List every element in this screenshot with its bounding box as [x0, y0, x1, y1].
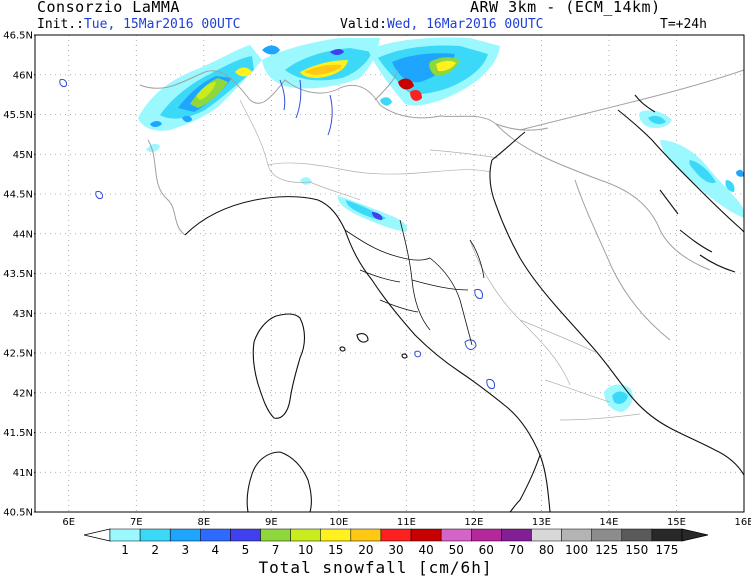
colorbar-swatch	[651, 528, 683, 542]
lat-tick-label: 40.5N	[3, 508, 33, 519]
colorbar-swatch	[471, 528, 502, 542]
lon-tick-label: 7E	[130, 517, 143, 528]
colorbar-under-arrow	[83, 528, 111, 542]
colorbar-level-label: 4	[212, 543, 220, 557]
colorbar-level-label: 70	[509, 543, 524, 557]
lon-tick-label: 16E	[734, 517, 751, 528]
lat-tick-label: 42.5N	[3, 349, 33, 360]
colorbar-level-label: 20	[358, 543, 373, 557]
snowfall-alps-west	[138, 45, 262, 153]
snowfall-abruzzo	[182, 115, 633, 412]
lat-tick-label: 44N	[13, 229, 33, 240]
snowfall-croatia	[639, 110, 744, 218]
lat-tick-label: 43.5N	[3, 269, 33, 280]
colorbar-swatch	[260, 528, 291, 542]
colorbar-level-label: 1	[121, 543, 129, 557]
colorbar-swatch	[440, 528, 472, 542]
lat-tick-label: 45N	[13, 150, 33, 161]
graticule	[35, 35, 744, 512]
colorbar-swatch	[561, 528, 592, 542]
colorbar-swatch	[621, 528, 653, 542]
colorbar-labels: 1 2 3 4 5 7 10 15 20 30 40 50 60 70 80 100 125 150 175	[121, 543, 678, 557]
regional-borders	[239, 99, 641, 421]
colorbar-swatch	[230, 528, 261, 542]
lat-tick-label: 41N	[13, 468, 33, 479]
colorbar-swatch	[410, 528, 442, 542]
map-frame	[34, 34, 745, 513]
lon-tick-label: 10E	[329, 517, 348, 528]
snowfall-alps-east	[368, 37, 500, 106]
colorbar-swatch	[531, 528, 562, 542]
colorbar-level-label: 150	[625, 543, 648, 557]
longitude-labels: 6E 7E 8E 9E 10E 11E 12E 13E 14E 15E 16E	[62, 517, 751, 528]
colorbar-swatch	[501, 528, 532, 542]
colorbar-swatch	[350, 528, 382, 542]
snowfall-apennines-north	[300, 177, 408, 232]
colorbar-swatch	[109, 528, 141, 542]
colorbar-swatch	[380, 528, 412, 542]
colorbar-title: Total snowfall [cm/6h]	[258, 558, 493, 577]
colorbar-level-label: 10	[298, 543, 313, 557]
colorbar-over-arrow	[681, 528, 709, 542]
lon-tick-label: 12E	[464, 517, 483, 528]
lon-tick-label: 13E	[532, 517, 551, 528]
colorbar-swatch	[139, 528, 171, 542]
colorbar-level-label: 60	[479, 543, 494, 557]
init-label: Init.:	[37, 17, 84, 32]
lat-tick-label: 46N	[13, 70, 33, 81]
country-borders	[139, 69, 744, 341]
lon-tick-label: 15E	[667, 517, 686, 528]
colorbar-swatch	[169, 528, 201, 542]
lat-tick-label: 45.5N	[3, 110, 33, 121]
lat-tick-label: 41.5N	[3, 428, 33, 439]
colorbar-level-label: 2	[151, 543, 159, 557]
valid-info: Valid:Wed, 16Mar2016 00UTC	[340, 17, 544, 32]
center-title: Consorzio LaMMA	[37, 0, 180, 16]
colorbar-level-label: 3	[181, 543, 189, 557]
init-value: Tue, 15Mar2016 00UTC	[83, 17, 241, 32]
latitude-labels: 46.5N 46N 45.5N 45N 44.5N 44N 43.5N 43N 42.5N 42N…	[3, 31, 35, 519]
lat-tick-label: 42N	[13, 388, 33, 399]
valid-value: Wed, 16Mar2016 00UTC	[386, 17, 544, 32]
colorbar-level-label: 125	[595, 543, 618, 557]
snowfall-alps-central	[235, 38, 380, 89]
lat-tick-label: 46.5N	[3, 31, 33, 42]
colorbar-level-label: 5	[242, 543, 250, 557]
colorbar-swatch	[290, 528, 321, 542]
lon-tick-label: 8E	[197, 517, 210, 528]
valid-label: Valid:	[340, 17, 387, 32]
province-borders	[344, 219, 485, 346]
lat-tick-label: 44.5N	[3, 190, 33, 201]
colorbar-level-label: 100	[565, 543, 588, 557]
lon-tick-label: 14E	[599, 517, 618, 528]
colorbar	[83, 528, 709, 542]
colorbar-level-label: 80	[539, 543, 554, 557]
lead-time: T=+24h	[660, 17, 707, 32]
colorbar-swatch	[591, 528, 623, 542]
colorbar-level-label: 7	[272, 543, 280, 557]
coastline	[184, 94, 744, 512]
init-info: Init.:Tue, 15Mar2016 00UTC	[37, 17, 241, 32]
lon-tick-label: 6E	[62, 517, 75, 528]
lakes	[59, 79, 495, 389]
colorbar-level-label: 40	[418, 543, 433, 557]
colorbar-swatch	[200, 528, 231, 542]
lon-tick-label: 11E	[397, 517, 416, 528]
colorbar-swatch	[320, 528, 352, 542]
colorbar-level-label: 175	[655, 543, 678, 557]
lon-tick-label: 9E	[265, 517, 278, 528]
colorbar-level-label: 15	[328, 543, 343, 557]
colorbar-level-label: 50	[449, 543, 464, 557]
map-content	[35, 35, 744, 512]
colorbar-level-label: 30	[388, 543, 403, 557]
lat-tick-label: 43N	[13, 309, 33, 320]
model-title: ARW 3km - (ECM_14km)	[470, 0, 661, 16]
